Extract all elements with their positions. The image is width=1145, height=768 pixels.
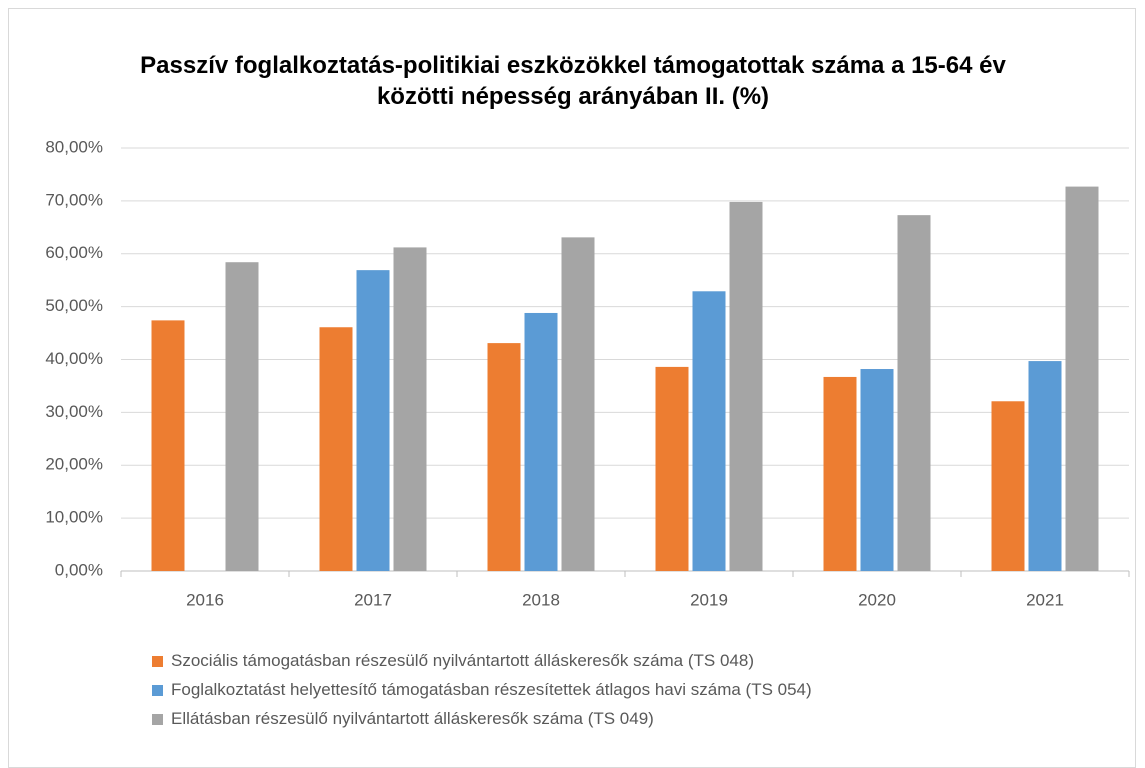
y-tick-label: 50,00% (45, 296, 103, 315)
y-tick-label: 30,00% (45, 402, 103, 421)
x-tick-label: 2019 (690, 590, 728, 609)
bar (655, 366, 689, 571)
bar (393, 247, 427, 571)
x-tick-label: 2021 (1026, 590, 1064, 609)
legend-item: Foglalkoztatást helyettesítő támogatásba… (152, 679, 871, 700)
bar (225, 262, 259, 571)
bar (319, 327, 353, 571)
y-tick-label: 40,00% (45, 349, 103, 368)
bar (487, 343, 521, 571)
x-tick-label: 2020 (858, 590, 896, 609)
bar (561, 237, 595, 571)
bar (524, 312, 558, 571)
x-tick-label: 2018 (522, 590, 560, 609)
bar (1028, 361, 1062, 571)
legend-label: Foglalkoztatást helyettesítő támogatásba… (171, 680, 812, 699)
legend-swatch (152, 656, 163, 667)
bar (151, 320, 185, 571)
bar (1065, 186, 1099, 571)
y-tick-label: 0,00% (55, 560, 103, 579)
y-tick-label: 20,00% (45, 455, 103, 474)
y-tick-label: 60,00% (45, 243, 103, 262)
bar (356, 270, 390, 571)
y-tick-label: 80,00% (45, 137, 103, 156)
bar (692, 291, 726, 571)
legend-swatch (152, 685, 163, 696)
legend: Szociális támogatásban részesülő nyilván… (152, 650, 871, 737)
legend-swatch (152, 714, 163, 725)
bar (823, 376, 857, 571)
bar (729, 201, 763, 571)
legend-label: Szociális támogatásban részesülő nyilván… (171, 651, 754, 670)
bar (860, 369, 894, 571)
legend-item: Ellátásban részesülő nyilvántartott állá… (152, 708, 871, 729)
chart-title: Passzív foglalkoztatás-politikiai eszköz… (140, 52, 1006, 110)
y-tick-label: 70,00% (45, 190, 103, 209)
x-tick-label: 2016 (186, 590, 224, 609)
x-tick-label: 2017 (354, 590, 392, 609)
bar (991, 401, 1025, 571)
legend-label: Ellátásban részesülő nyilvántartott állá… (171, 709, 654, 728)
y-tick-label: 10,00% (45, 508, 103, 527)
bar (897, 215, 931, 571)
legend-item: Szociális támogatásban részesülő nyilván… (152, 650, 871, 671)
